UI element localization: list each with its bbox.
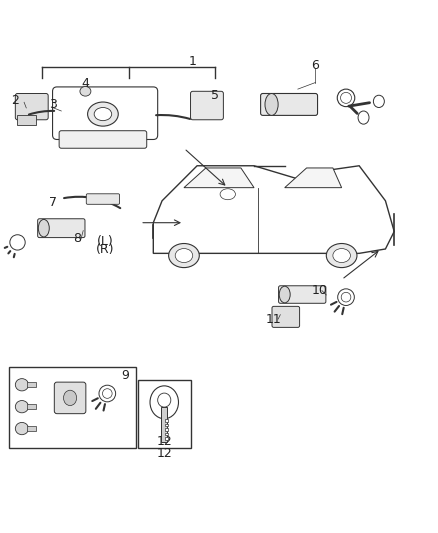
Polygon shape (184, 168, 254, 188)
FancyArrowPatch shape (29, 111, 54, 115)
Text: 11: 11 (266, 312, 282, 326)
FancyBboxPatch shape (272, 306, 300, 327)
FancyArrowPatch shape (335, 306, 339, 312)
Ellipse shape (80, 86, 91, 96)
Bar (9, 367, 136, 448)
Bar (165, 419, 168, 422)
Text: 1: 1 (189, 55, 197, 68)
FancyBboxPatch shape (86, 194, 120, 204)
FancyArrowPatch shape (350, 107, 357, 114)
Bar (27, 404, 36, 409)
FancyArrowPatch shape (64, 197, 120, 208)
Text: 12: 12 (156, 435, 172, 448)
Ellipse shape (158, 393, 171, 407)
Ellipse shape (333, 248, 350, 263)
FancyBboxPatch shape (261, 93, 318, 115)
FancyArrowPatch shape (96, 403, 100, 409)
FancyBboxPatch shape (15, 93, 48, 120)
Ellipse shape (15, 378, 28, 391)
Text: (L): (L) (97, 235, 113, 248)
Ellipse shape (279, 286, 290, 303)
Text: 6: 6 (311, 59, 319, 71)
Text: 7: 7 (49, 197, 57, 209)
FancyBboxPatch shape (17, 115, 36, 125)
FancyBboxPatch shape (279, 286, 326, 303)
FancyArrowPatch shape (331, 302, 336, 305)
FancyArrowPatch shape (342, 308, 344, 314)
Polygon shape (285, 168, 342, 188)
Bar (165, 437, 168, 440)
Text: 2: 2 (11, 94, 19, 107)
Ellipse shape (15, 400, 28, 413)
Polygon shape (153, 166, 394, 253)
Bar (27, 426, 36, 431)
Ellipse shape (265, 93, 278, 115)
Text: 9: 9 (121, 369, 129, 382)
Ellipse shape (175, 248, 193, 263)
FancyArrowPatch shape (8, 251, 10, 253)
Text: 3: 3 (49, 98, 57, 111)
Bar (138, 381, 191, 448)
FancyArrowPatch shape (103, 404, 105, 410)
Ellipse shape (169, 244, 199, 268)
Ellipse shape (39, 220, 49, 237)
FancyArrowPatch shape (92, 398, 98, 401)
FancyBboxPatch shape (53, 87, 158, 140)
Bar (165, 428, 168, 431)
Ellipse shape (15, 423, 28, 435)
FancyArrowPatch shape (349, 103, 370, 106)
Bar (27, 382, 36, 387)
Text: 5: 5 (211, 89, 219, 102)
Bar (161, 407, 167, 442)
Ellipse shape (326, 244, 357, 268)
Bar (165, 432, 168, 435)
Text: 10: 10 (312, 284, 328, 297)
Ellipse shape (88, 102, 118, 126)
FancyBboxPatch shape (191, 91, 223, 120)
Ellipse shape (94, 108, 112, 120)
Text: (R): (R) (96, 244, 114, 256)
Ellipse shape (64, 390, 77, 406)
FancyArrowPatch shape (5, 247, 7, 248)
FancyArrowPatch shape (156, 115, 190, 119)
Text: 4: 4 (81, 77, 89, 90)
FancyBboxPatch shape (38, 219, 85, 238)
Bar (165, 424, 168, 426)
FancyBboxPatch shape (54, 382, 86, 414)
Text: 8: 8 (73, 232, 81, 245)
Text: 12: 12 (156, 447, 172, 459)
FancyBboxPatch shape (59, 131, 147, 148)
